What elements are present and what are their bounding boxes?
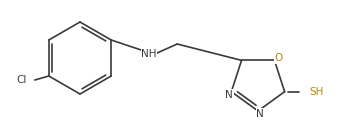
Text: SH: SH	[310, 87, 324, 97]
Text: Cl: Cl	[16, 75, 27, 85]
Text: NH: NH	[142, 49, 157, 59]
Text: N: N	[225, 90, 233, 100]
Text: N: N	[256, 109, 264, 119]
Text: O: O	[274, 53, 282, 63]
